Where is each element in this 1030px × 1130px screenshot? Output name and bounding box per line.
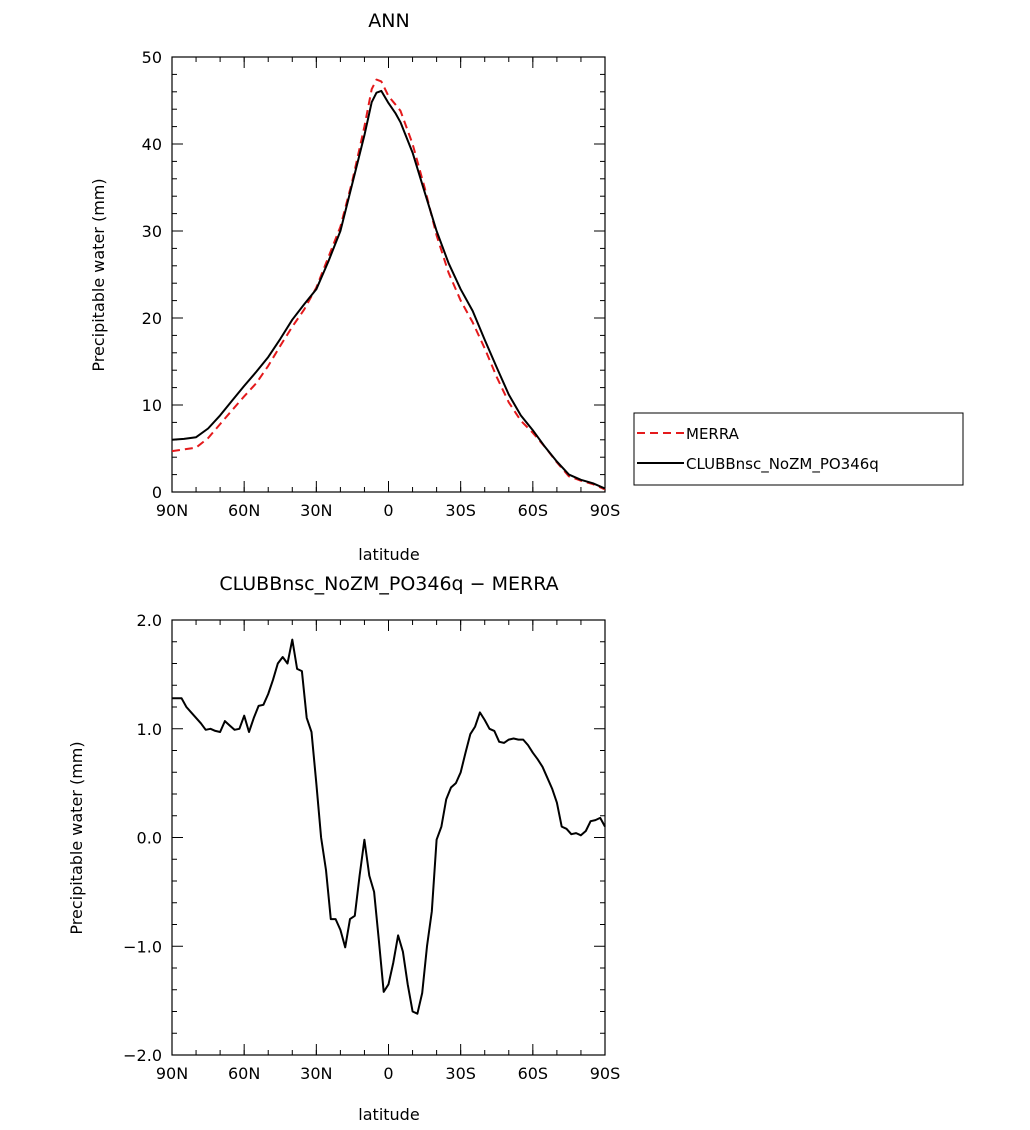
y-tick-label: −1.0 (123, 937, 162, 956)
legend-label-merra: MERRA (686, 425, 740, 443)
y-tick-label: 0 (152, 483, 162, 502)
x-tick-label: 90N (156, 1064, 188, 1083)
legend-box (633, 412, 964, 486)
zonal-mean-panel: ANN latitude Precipitable water (mm) 90N… (89, 10, 620, 564)
panel-title: CLUBBnsc_NoZM_PO346q − MERRA (219, 573, 558, 595)
y-tick-label: 10 (142, 396, 162, 415)
x-tick-label: 30S (445, 1064, 476, 1083)
x-tick-label: 60S (518, 1064, 549, 1083)
y-tick-label: 1.0 (137, 720, 162, 739)
x-tick-label: 30S (445, 501, 476, 520)
x-tick-label: 30N (300, 501, 332, 520)
difference-panel: CLUBBnsc_NoZM_PO346q − MERRA latitude Pr… (67, 573, 620, 1124)
legend-label-clubb: CLUBBnsc_NoZM_PO346q (686, 455, 879, 474)
y-tick-label: −2.0 (123, 1046, 162, 1065)
x-tick-label: 60N (228, 501, 260, 520)
y-tick-label: 50 (142, 48, 162, 67)
plot-frame (171, 56, 606, 493)
y-tick-label: 0.0 (137, 829, 162, 848)
series-line-merra (171, 78, 606, 491)
x-axis-label: latitude (358, 545, 419, 564)
y-tick-label: 2.0 (137, 611, 162, 630)
legend: MERRA CLUBBnsc_NoZM_PO346q (633, 412, 964, 486)
y-tick-label: 30 (142, 222, 162, 241)
x-tick-label: 90S (590, 501, 621, 520)
plot-frame (171, 619, 606, 1056)
panel-title: ANN (368, 10, 409, 32)
y-axis-label: Precipitable water (mm) (89, 178, 108, 371)
x-tick-label: 0 (383, 501, 393, 520)
plot-area: 90N 60N 30N 0 30S 60S 90S 0 10 20 30 40 50 (142, 48, 621, 520)
x-tick-label: 30N (300, 1064, 332, 1083)
x-tick-label: 60S (518, 501, 549, 520)
y-tick-label: 20 (142, 309, 162, 328)
x-tick-label: 90N (156, 501, 188, 520)
series-line-difference (172, 638, 606, 1015)
x-tick-label: 60N (228, 1064, 260, 1083)
series-line-clubbnsc-nozm-po346q (171, 89, 606, 490)
y-tick-label: 40 (142, 135, 162, 154)
x-tick-label: 0 (383, 1064, 393, 1083)
y-axis-label: Precipitable water (mm) (67, 741, 86, 934)
plot-area: 90N 60N 30N 0 30S 60S 90S −2.0 −1.0 0.0 1.0 2.0 (123, 611, 620, 1083)
x-axis-label: latitude (358, 1105, 419, 1124)
x-tick-label: 90S (590, 1064, 621, 1083)
